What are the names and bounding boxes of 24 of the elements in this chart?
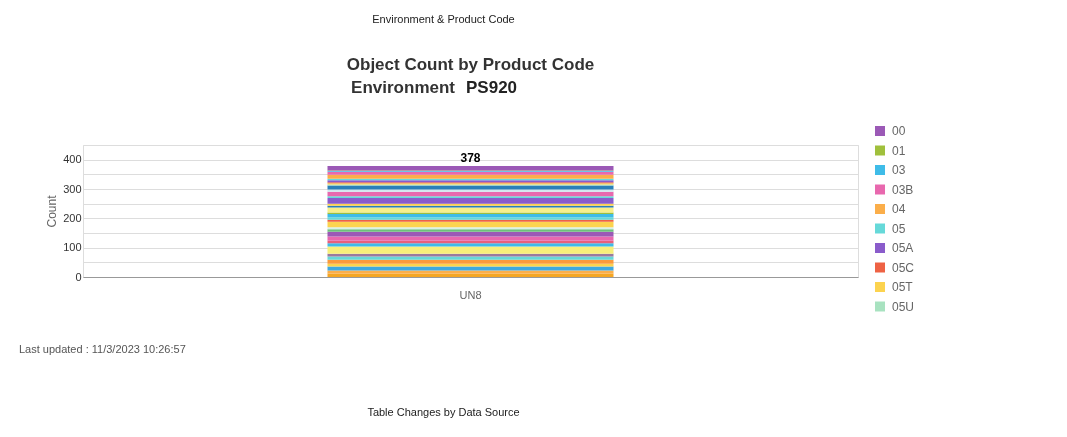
y-axis-title: Count <box>45 194 60 228</box>
legend-label: 05U <box>892 299 915 314</box>
text: Table Changes by Data Source <box>367 406 520 418</box>
legend-label: 01 <box>892 143 906 158</box>
total-label: 378 <box>460 151 481 166</box>
legend-label: 03B <box>892 182 914 197</box>
text: Environment <box>351 78 456 97</box>
text: PS920 <box>466 78 518 97</box>
x-tick-label: UN8 <box>459 288 482 301</box>
chart-title: Object Count by Product Code <box>346 55 595 74</box>
y-tick-label: 200 <box>63 211 82 224</box>
legend-label: 04 <box>892 202 906 216</box>
y-tick-label: 100 <box>63 241 82 254</box>
text: Environment & Product Code <box>372 13 515 25</box>
legend-label: 05C <box>892 260 915 275</box>
y-tick-label: 400 <box>63 153 82 166</box>
legend-label: 03 <box>892 163 906 177</box>
y-tick-label: 300 <box>63 182 82 195</box>
text: Last updated : 11/3/2023 10:26:57 <box>19 343 186 355</box>
legend-label: 05T <box>892 280 914 294</box>
legend-label: 00 <box>892 124 906 138</box>
legend-label: 05A <box>892 241 914 255</box>
y-tick-label: 0 <box>75 270 82 283</box>
legend-label: 05 <box>892 221 906 236</box>
